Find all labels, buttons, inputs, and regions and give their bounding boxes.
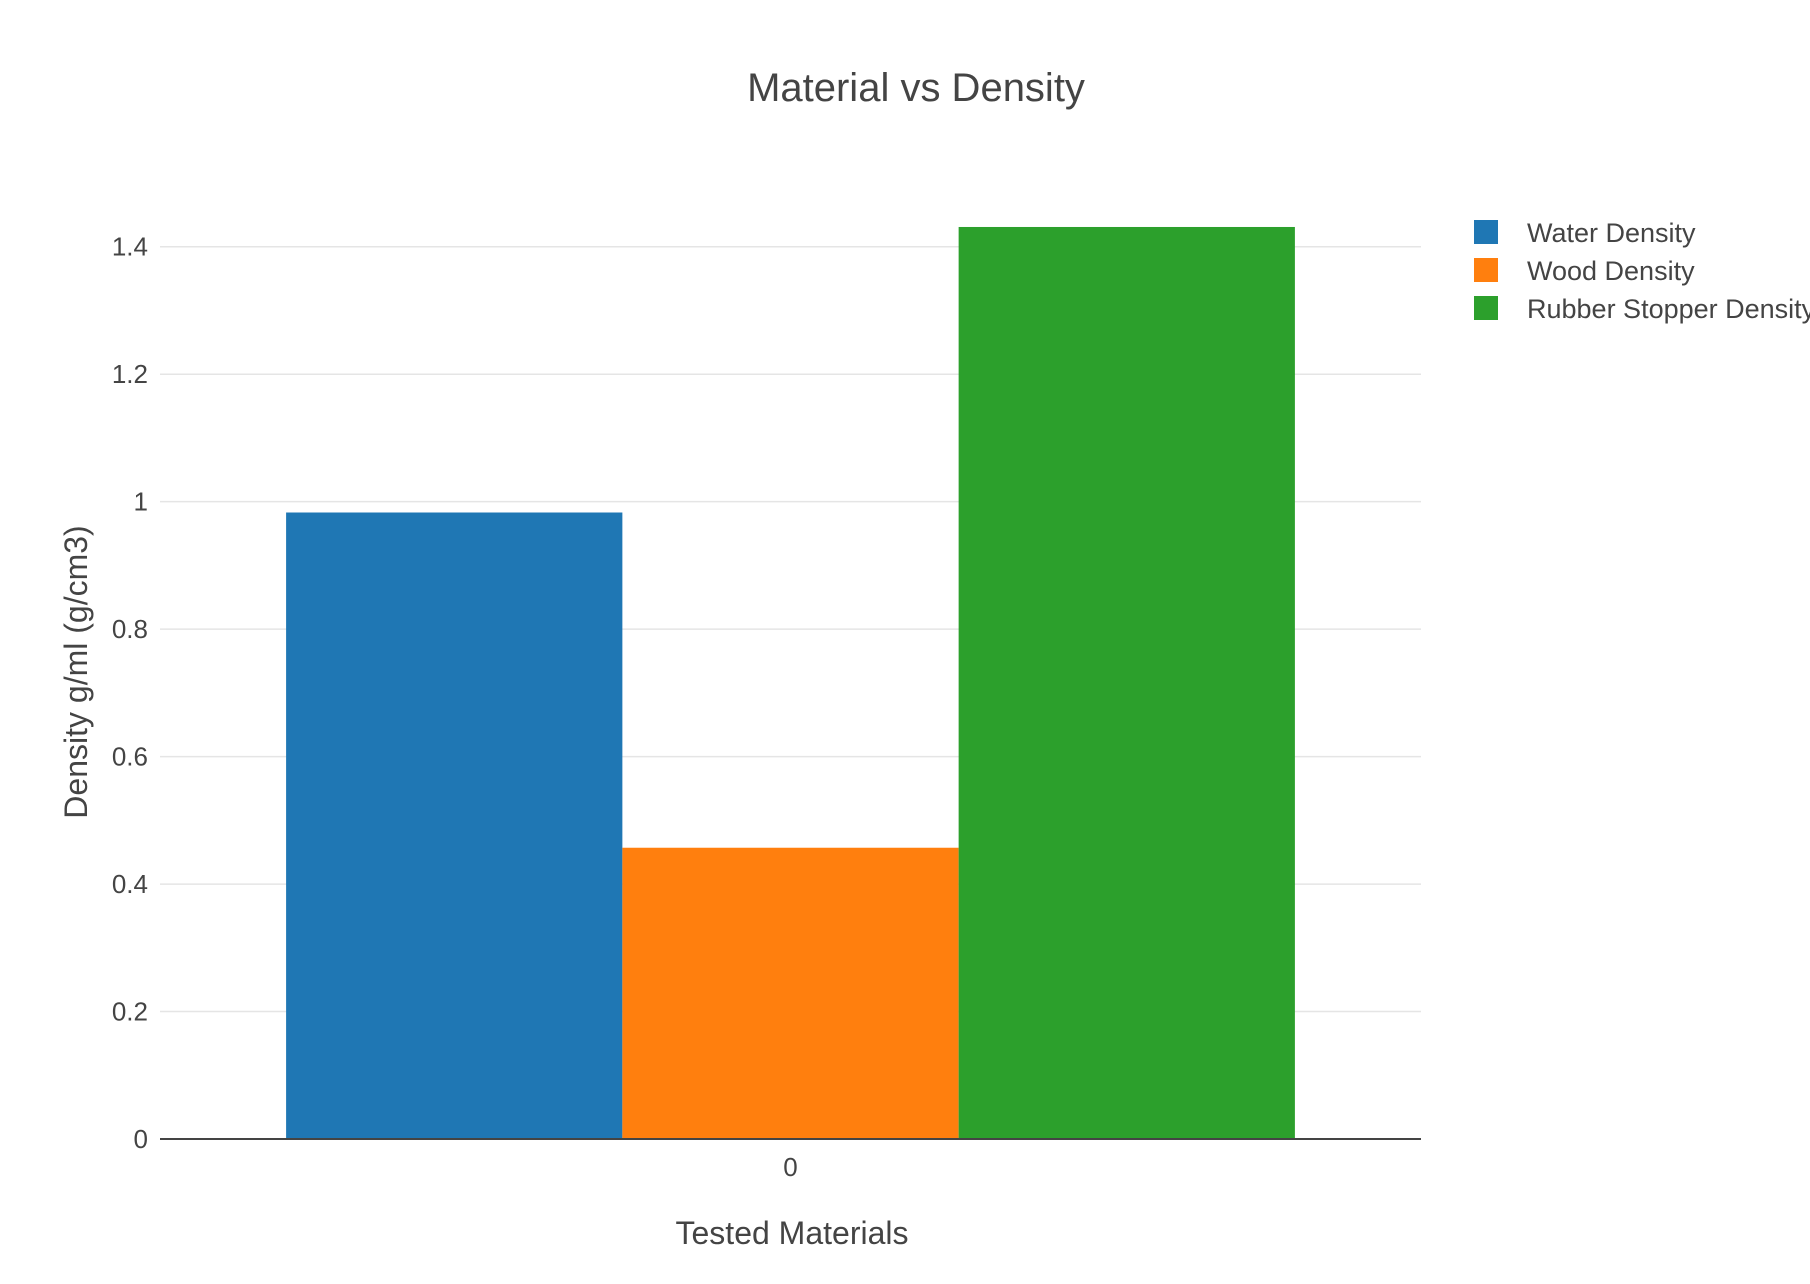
legend-label: Wood Density (1527, 256, 1695, 286)
bar-water-density[interactable] (286, 512, 623, 1139)
bar-rubber-stopper-density[interactable] (958, 226, 1295, 1139)
legend-item-water-density[interactable]: Water Density (1474, 218, 1696, 248)
chart-title: Material vs Density (747, 66, 1085, 110)
y-tick-label: 0.4 (112, 869, 148, 899)
legend-item-rubber-stopper-density[interactable]: Rubber Stopper Density (1474, 294, 1810, 324)
x-tick-label: 0 (783, 1152, 797, 1182)
legend[interactable]: Water Density Wood Density Rubber Stopper … (1474, 218, 1810, 324)
y-tick-label: 0.8 (112, 614, 148, 644)
y-tick-label: 1.4 (112, 232, 148, 262)
y-axis-title: Density g/ml (g/cm3) (58, 525, 94, 818)
legend-swatch (1474, 220, 1498, 244)
legend-item-wood-density[interactable]: Wood Density (1474, 256, 1695, 286)
bar-wood-density[interactable] (622, 847, 959, 1139)
x-tick-labels: 0 (783, 1152, 797, 1182)
legend-swatch (1474, 296, 1498, 320)
legend-label: Water Density (1527, 218, 1696, 248)
bars (286, 226, 1295, 1139)
y-tick-label: 1 (134, 487, 148, 517)
x-axis-title: Tested Materials (676, 1215, 909, 1251)
y-tick-label: 0.2 (112, 997, 148, 1027)
y-tick-labels: 0 0.2 0.4 0.6 0.8 1 1.2 1.4 (112, 232, 148, 1154)
y-tick-label: 0.6 (112, 742, 148, 772)
legend-label: Rubber Stopper Density (1527, 294, 1810, 324)
y-tick-label: 1.2 (112, 359, 148, 389)
y-tick-label: 0 (134, 1124, 148, 1154)
legend-swatch (1474, 258, 1498, 282)
